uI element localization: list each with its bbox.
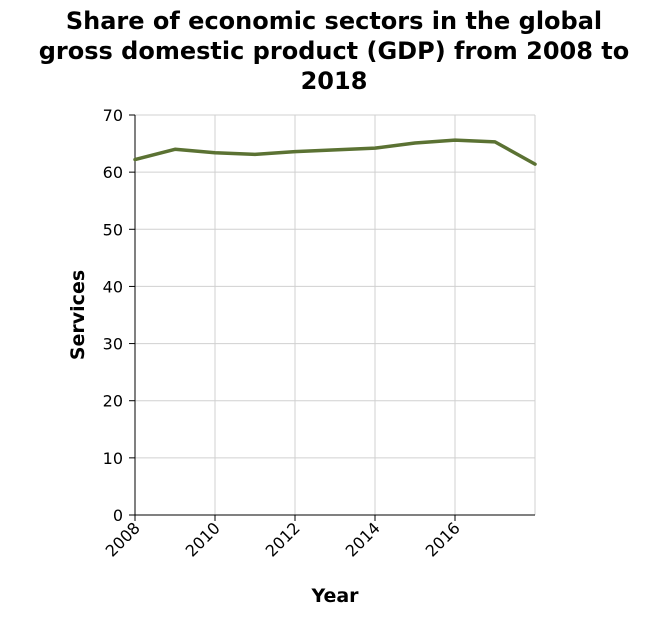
y-tick-label: 40 [103, 277, 123, 296]
x-tick-label: 2012 [262, 518, 304, 560]
x-tick-label: 2008 [102, 518, 144, 560]
y-tick-label: 50 [103, 220, 123, 239]
y-tick-label: 70 [103, 106, 123, 125]
tick-labels: 0 10 20 30 40 50 60 70 2008 2010 2012 2014 2016 [102, 106, 464, 561]
y-axis-title: Services [67, 270, 89, 360]
axes [129, 114, 535, 521]
series [133, 138, 537, 166]
y-tick-label: 30 [103, 335, 123, 354]
chart-title-line-1: Share of economic sectors in the global [65, 7, 603, 35]
x-tick-label: 2016 [422, 518, 464, 560]
grid [134, 114, 536, 516]
y-tick-label: 0 [113, 506, 123, 525]
series-line [133, 138, 537, 166]
y-tick-label: 60 [103, 163, 123, 182]
y-tick-label: 10 [103, 449, 123, 468]
y-tick-label: 20 [103, 392, 123, 411]
chart-title-line-2: gross domestic product (GDP) from 2008 t… [38, 37, 630, 65]
x-tick-label: 2014 [342, 518, 384, 560]
chart-title: Share of economic sectors in the global … [0, 6, 668, 96]
x-tick-label: 2010 [182, 518, 224, 560]
chart-title-line-3: 2018 [300, 67, 368, 95]
x-axis-title: Year [310, 585, 359, 607]
